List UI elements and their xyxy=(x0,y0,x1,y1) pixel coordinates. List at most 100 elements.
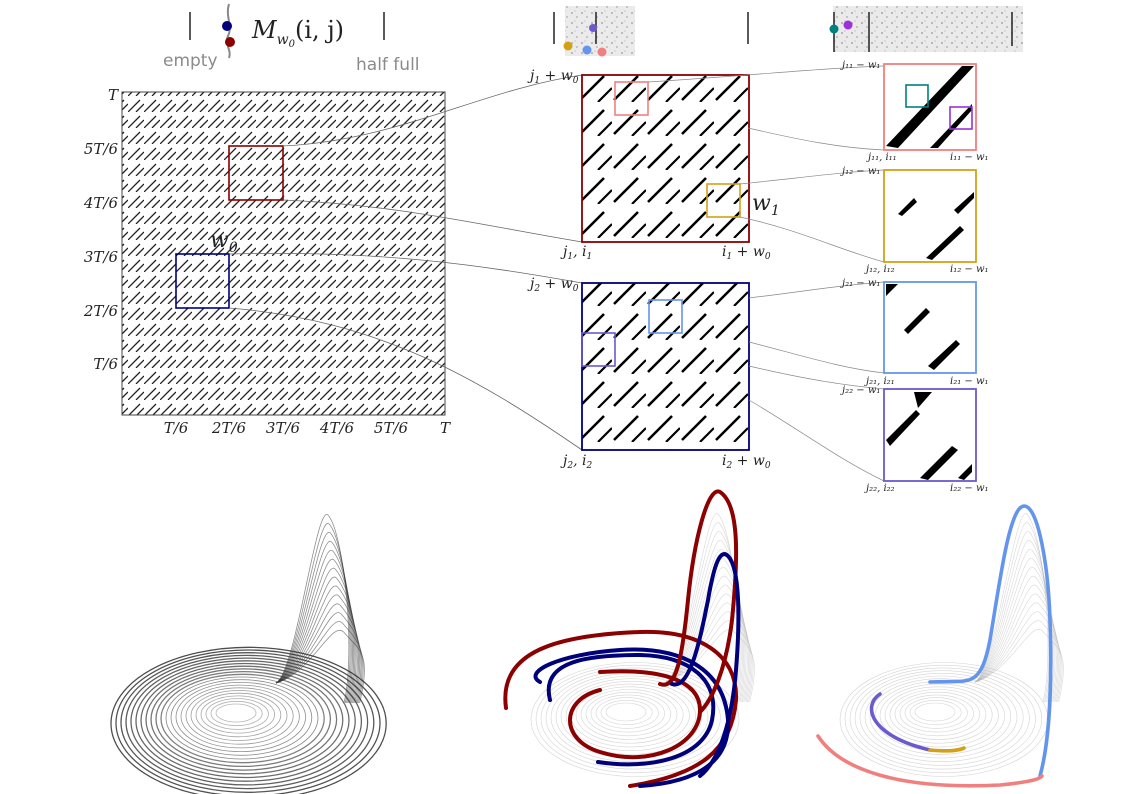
x-tick-label: T/6 xyxy=(164,419,189,437)
attractor-loop xyxy=(894,691,981,737)
attractor-loop xyxy=(140,662,350,779)
attractor-loop xyxy=(555,675,709,759)
attractor-loop xyxy=(200,695,275,734)
zoom-top-top-left-label: j1 + w0 xyxy=(527,68,579,86)
zoom-top-panel: w1 j1 + w0 j1, i1 i1 + w0 xyxy=(527,68,780,262)
y-tick-label: T xyxy=(108,86,119,104)
small-panel-2: j₁₂ − w₁ j₁₂, i₁₂ i₁₂ − w₁ xyxy=(840,166,989,275)
attractor-lobe-curve xyxy=(974,558,1055,703)
attractor-loop xyxy=(115,649,381,794)
y-tick-label: 4T/6 xyxy=(83,194,119,212)
cornflower-subwindow-box xyxy=(648,299,683,334)
x-axis-ticks: T/6 2T/6 3T/6 4T/6 5T/6 T xyxy=(164,419,451,437)
attractor-loop xyxy=(545,670,721,766)
attractor-loop xyxy=(175,682,307,753)
small-panel-1: j₁₁ − w₁ j₁₁, i₁₁ i₁₁ − w₁ xyxy=(840,60,989,163)
attractor-loop xyxy=(120,652,375,793)
x-tick-label: 4T/6 xyxy=(319,419,355,437)
attractor-left xyxy=(110,514,387,794)
small-panel-bottom-left-label: j₂₁, i₂₁ xyxy=(864,376,895,387)
attractor-middle xyxy=(530,513,755,777)
zoom-connectors xyxy=(228,74,583,451)
small-panel-3: j₂₁ − w₁ j₂₁, i₂₁ i₂₁ − w₁ xyxy=(840,278,989,387)
y-axis-ticks: T 5T/6 4T/6 3T/6 2T/6 T/6 xyxy=(83,86,119,373)
attractor-loop xyxy=(899,694,974,733)
navy-marker-dot xyxy=(222,21,232,31)
attractor-lobe-curve xyxy=(665,593,750,703)
attractor-lobe-curve xyxy=(275,559,356,704)
attractor-loop xyxy=(879,683,999,748)
attractor-loop xyxy=(575,686,684,744)
cornflower-trajectory xyxy=(928,504,1053,778)
x-tick-label: 5T/6 xyxy=(374,419,409,437)
small-panel-top-left-label: j₂₂ − w₁ xyxy=(840,385,880,396)
teal-marker-dot xyxy=(829,24,839,34)
attractor-lobe-curve xyxy=(275,550,355,704)
attractor-lobe-curve xyxy=(275,629,365,704)
attractor-loop xyxy=(180,684,300,749)
main-recurrence-matrix: w0 T 5T/6 4T/6 3T/6 2T/6 T/6 T/6 2T/6 3T… xyxy=(83,86,451,437)
small-panel-top-left-label: j₂₁ − w₁ xyxy=(840,278,880,289)
attractor-loop xyxy=(135,660,356,782)
small-panel-bottom-right-label: i₂₂ − w₁ xyxy=(950,483,989,494)
attractor-loop xyxy=(205,698,269,730)
slate-trajectory xyxy=(869,692,932,752)
w1-label: w1 xyxy=(752,191,780,219)
matrix-formula: Mw0(i, j) xyxy=(251,16,344,50)
subzoom-connectors xyxy=(647,65,885,482)
attractor-lobe-curve xyxy=(974,549,1053,703)
attractor-loop xyxy=(155,670,332,768)
attractor-loop xyxy=(125,654,369,790)
zoom-bottom-bottom-right-label: i2 + w0 xyxy=(722,453,771,471)
attractor-lobe-curve xyxy=(275,612,363,704)
attractor-loop xyxy=(185,687,294,745)
attractor-lobe-curve xyxy=(665,540,743,703)
y-tick-label: 5T/6 xyxy=(84,140,119,158)
x-tick-label: T xyxy=(440,419,451,437)
violet-marker-dot xyxy=(843,20,853,30)
cornflower-marker-dot xyxy=(582,45,592,55)
empty-label: empty xyxy=(163,51,218,71)
attractor-loop xyxy=(590,694,665,733)
violet-subwindow-box xyxy=(949,106,973,130)
attractor-loop xyxy=(565,681,696,751)
red-marker-dot xyxy=(225,37,235,47)
x-tick-label: 3T/6 xyxy=(266,419,301,437)
attractor-lobe-curve xyxy=(665,558,746,703)
attractor-lobe-curve xyxy=(275,541,353,704)
attractor-loop xyxy=(210,700,263,727)
y-tick-label: 3T/6 xyxy=(84,248,119,266)
attractor-loop xyxy=(560,678,703,755)
attractor-loop xyxy=(605,702,647,722)
attractor-lobe-curve xyxy=(275,576,358,704)
small-panel-bottom-left-label: j₂₂, i₂₂ xyxy=(864,483,895,494)
zoom-top-bottom-right-label: i1 + w0 xyxy=(722,244,771,262)
attractor-loop xyxy=(130,657,363,786)
attractor-loop xyxy=(854,670,1030,766)
attractor-lobe-curve xyxy=(275,514,350,704)
attractor-lobe-curve xyxy=(974,593,1059,703)
attractor-right xyxy=(839,513,1064,777)
attractor-lobe-curve xyxy=(275,603,362,704)
attractor-lobe-curve xyxy=(665,602,752,703)
attractor-lobe-curve xyxy=(974,575,1057,703)
attractor-lobe-curve xyxy=(275,532,352,704)
attractor-loop xyxy=(914,702,956,722)
zoom-bottom-panel: j2 + w0 j2, i2 i2 + w0 xyxy=(527,276,771,471)
salmon-subwindow-box xyxy=(614,81,649,116)
y-tick-label: 2T/6 xyxy=(83,302,119,320)
attractor-lobe-curve xyxy=(275,594,361,704)
attractor-lobe-curve xyxy=(275,585,359,704)
speck-cloud-middle xyxy=(565,6,635,56)
attractor-loop xyxy=(580,689,678,740)
attractor-lobe-curve xyxy=(974,567,1056,703)
attractor-lobe-curve xyxy=(974,611,1062,703)
speck-column xyxy=(225,3,231,59)
red-trajectory-outer xyxy=(503,629,739,788)
attractor-lobe-curve xyxy=(275,523,351,704)
salmon-trajectory xyxy=(816,734,1044,788)
attractor-loop xyxy=(195,692,282,738)
attractor-loop xyxy=(170,679,313,756)
attractor-loop xyxy=(859,672,1024,762)
